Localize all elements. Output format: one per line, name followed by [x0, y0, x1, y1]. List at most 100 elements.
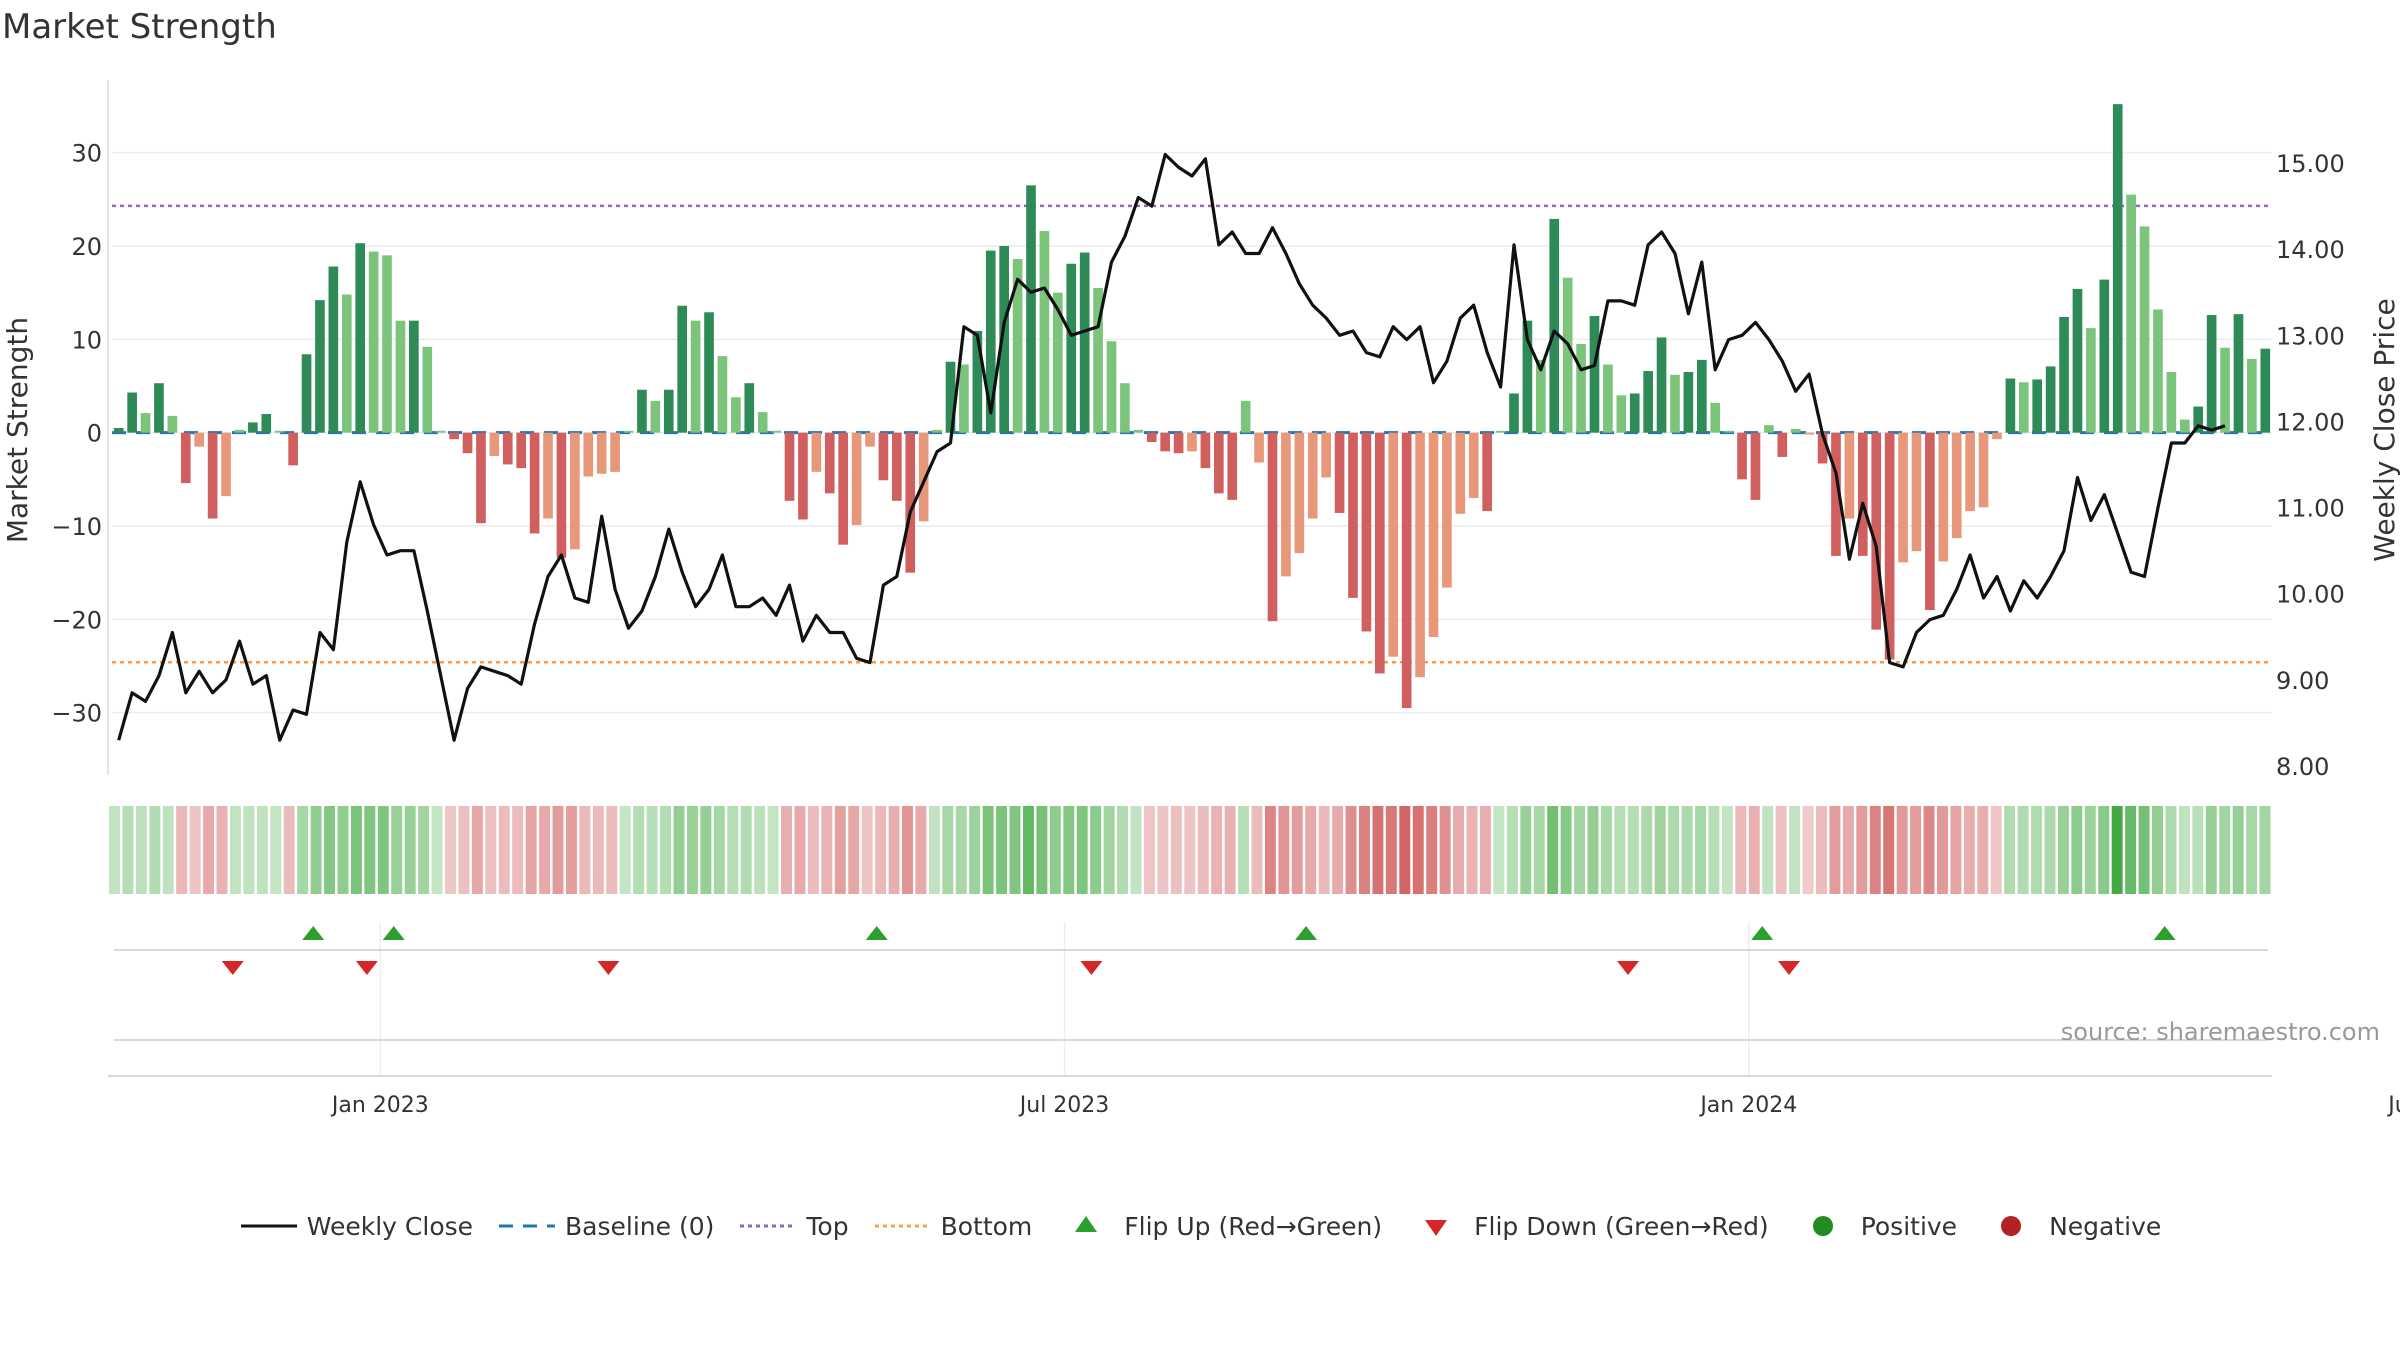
heatmap-cell: [1170, 806, 1182, 894]
heatmap-cell: [2111, 806, 2123, 894]
heatmap-cell: [1251, 806, 1263, 894]
y-right-tick-label: 8.00: [2276, 753, 2329, 781]
strength-bar: [865, 432, 875, 447]
heatmap-cell: [1439, 806, 1451, 894]
strength-bar: [583, 432, 594, 477]
strength-bar: [328, 266, 339, 433]
x-tick-label: Jan 2023: [330, 1093, 429, 1118]
heatmap-cell: [109, 806, 120, 894]
strength-bar: [704, 312, 714, 433]
strength-bar: [731, 397, 741, 433]
heatmap-cell: [2057, 806, 2069, 894]
heatmap-cell: [1076, 806, 1088, 894]
heatmap-cell: [1775, 806, 1787, 894]
strength-bar: [1133, 429, 1144, 433]
heatmap-cell: [2138, 806, 2150, 894]
heatmap-cell: [875, 806, 887, 894]
heatmap-cell: [579, 806, 591, 894]
strength-bar: [502, 432, 513, 465]
heatmap-cell: [673, 806, 685, 894]
weekly-close-line: [117, 152, 2226, 742]
heatmap-cell: [794, 806, 806, 894]
strength-bar: [1750, 432, 1761, 500]
flip-up-marker: [1295, 926, 1318, 940]
heatmap-cell: [1574, 806, 1586, 894]
strength-bar: [999, 246, 1010, 433]
heatmap-cell: [1117, 806, 1129, 894]
heatmap-cell: [1345, 806, 1357, 894]
y-axis-left-label: Market Strength: [1, 317, 34, 543]
strength-bar: [395, 320, 406, 433]
strength-bar: [878, 432, 889, 481]
flip-up-marker: [2153, 926, 2176, 940]
legend-label: Top: [806, 1211, 849, 1241]
flip-down-marker: [597, 961, 620, 975]
source-label: source: sharemaestro.com: [2061, 1018, 2380, 1046]
heatmap-cell: [955, 806, 967, 894]
heatmap-cell: [902, 806, 913, 894]
heatmap-strip: [109, 806, 2271, 894]
strength-bar: [650, 400, 661, 433]
strength-bar: [959, 364, 969, 433]
strength-bar: [301, 354, 312, 433]
strength-bar: [2247, 358, 2257, 433]
heatmap-cell: [1426, 806, 1438, 894]
strength-bar: [1307, 432, 1318, 519]
strength-bar: [1844, 432, 1855, 519]
heatmap-cell: [1533, 806, 1545, 894]
heatmap-cell: [364, 806, 376, 894]
strength-bar: [154, 383, 164, 433]
heatmap-cell: [1506, 806, 1518, 894]
legend-negative: Negative: [1981, 1211, 2161, 1241]
y-right-tick-label: 9.00: [2276, 667, 2329, 695]
heatmap-cell: [350, 806, 362, 894]
heatmap-cell: [1157, 806, 1169, 894]
heatmap-cell: [2098, 806, 2110, 894]
heatmap-cell: [2219, 806, 2231, 894]
heatmap-cell: [1264, 806, 1276, 894]
heatmap-cell: [1412, 806, 1424, 894]
strength-bar: [1294, 432, 1305, 554]
heatmap-cell: [297, 806, 309, 894]
heatmap-cell: [1923, 806, 1935, 894]
strength-bar: [1468, 432, 1479, 498]
strength-bar: [2233, 314, 2244, 433]
strength-bar: [1857, 432, 1868, 556]
legend-label: Flip Down (Green→Red): [1474, 1211, 1769, 1241]
legend-baseline: Baseline (0): [497, 1211, 714, 1241]
strength-bar: [2072, 288, 2083, 433]
heatmap-cell: [727, 806, 739, 894]
legend-label: Baseline (0): [565, 1211, 715, 1241]
strength-bar: [2126, 194, 2136, 433]
legend-weekly-close: Weekly Close: [239, 1211, 473, 1241]
heatmap-cell: [1695, 806, 1706, 894]
strength-bar: [1898, 432, 1908, 563]
axes: −30 −20 −10 0 10 20 30 8.00 9.00 10.00 11.00 12.00 1…: [51, 80, 2345, 781]
strength-bar: [1509, 393, 1519, 433]
triangle-up-icon: [1075, 1216, 1098, 1232]
heatmap-cell: [283, 806, 295, 894]
strength-bar: [248, 422, 258, 433]
strength-bar: [1066, 263, 1077, 433]
strength-bar: [1495, 430, 1506, 433]
heatmap-cell: [1883, 806, 1895, 894]
strength-bar: [1053, 292, 1063, 433]
strength-bar: [1831, 432, 1841, 556]
strength-bar: [355, 243, 366, 433]
heatmap-cell: [1063, 806, 1075, 894]
strength-bar: [476, 432, 486, 524]
strength-bar: [1670, 374, 1680, 433]
strength-bar: [1026, 185, 1036, 433]
strength-bar: [1401, 432, 1412, 708]
heatmap-cell: [1641, 806, 1653, 894]
heatmap-cell: [539, 806, 551, 894]
flip-up-marker: [302, 926, 325, 940]
strength-bar: [2032, 379, 2043, 433]
strength-bar: [1227, 432, 1238, 500]
heatmap-cell: [969, 806, 981, 894]
heatmap-cell: [686, 806, 698, 894]
heatmap-cell: [135, 806, 147, 894]
heatmap-cell: [1318, 806, 1330, 894]
strength-bar: [1938, 432, 1949, 562]
heatmap-cell: [1224, 806, 1236, 894]
